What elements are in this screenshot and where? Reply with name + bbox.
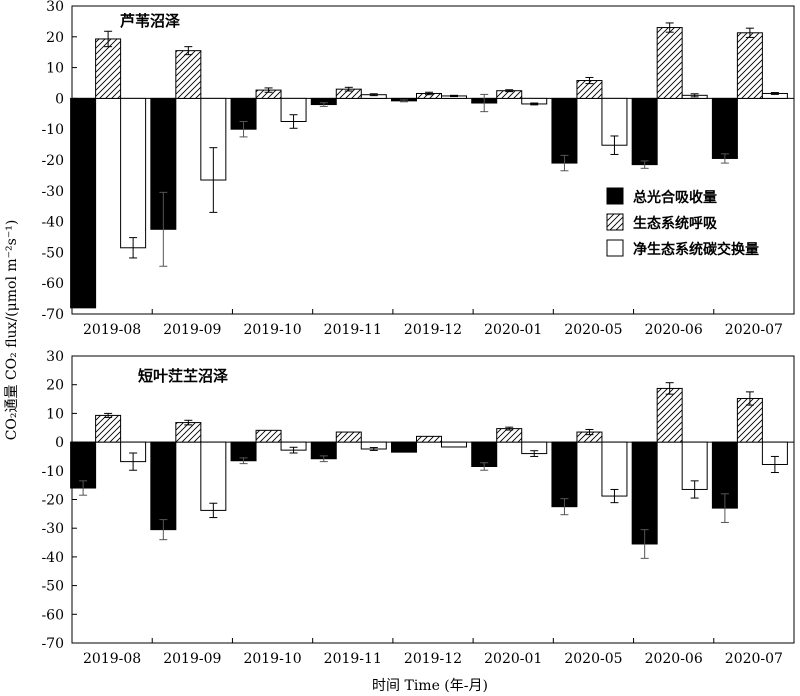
x-tick-label: 2020-07 — [725, 322, 783, 338]
y-tick-label: 20 — [46, 30, 64, 46]
bar — [551, 441, 578, 508]
plot-frame — [71, 355, 795, 644]
x-tick-label: 2019-09 — [163, 322, 221, 338]
bar — [255, 429, 282, 443]
y-tick-label: -60 — [41, 276, 64, 292]
x-tick-label: 2020-06 — [645, 322, 703, 338]
y-axis-ticks: -70 -60 -50 -40 -30 -20 -10 0 10 20 30 — [41, 349, 794, 652]
panel-title: 芦苇沼泽 — [120, 12, 180, 30]
x-axis-title: 时间 Time (年-月) — [372, 678, 488, 694]
bar — [736, 32, 763, 99]
bar — [656, 27, 683, 99]
x-tick-label: 2019-10 — [243, 651, 301, 667]
bar — [335, 431, 362, 443]
bar — [391, 441, 417, 453]
y-tick-label: -40 — [41, 215, 64, 231]
bar — [95, 414, 122, 443]
y-tick-label: -30 — [41, 521, 64, 537]
y-tick-label: -10 — [41, 464, 64, 480]
x-tick-label: 2019-09 — [163, 651, 221, 667]
y-tick-label: 30 — [46, 0, 64, 15]
y-tick-label: -50 — [41, 245, 64, 261]
panel-title: 短叶茳芏沼泽 — [138, 367, 228, 385]
bar — [551, 97, 578, 164]
y-tick-label: -40 — [41, 550, 64, 566]
legend-swatch-gpp — [606, 187, 624, 205]
bar — [736, 397, 763, 443]
x-tick-label: 2019-11 — [324, 651, 382, 667]
bar — [496, 428, 523, 443]
x-axis-ticks: 2019-08 2019-09 2019-10 2019-11 2019-12 2020-… — [83, 309, 783, 338]
legend-swatch-nee — [606, 239, 624, 257]
x-tick-label: 2019-12 — [404, 322, 462, 338]
x-tick-label: 2019-10 — [243, 322, 301, 338]
bar-group — [70, 22, 788, 309]
y-axis-title: CO₂通量 CO₂ flux/(μmol m⁻²s⁻¹) — [4, 220, 20, 441]
y-tick-label: 0 — [55, 91, 64, 107]
bar — [70, 97, 97, 309]
y-tick-label: -70 — [41, 636, 64, 652]
x-tick-label: 2019-12 — [404, 651, 462, 667]
y-tick-label: -10 — [41, 122, 64, 138]
y-tick-label: -20 — [41, 493, 64, 509]
bar — [656, 387, 683, 443]
x-tick-label: 2019-11 — [324, 322, 382, 338]
bar — [631, 97, 658, 166]
bar — [120, 97, 147, 249]
bar — [441, 441, 467, 448]
bar — [150, 441, 177, 531]
x-tick-label: 2020-01 — [484, 322, 542, 338]
y-tick-label: -20 — [41, 153, 64, 169]
y-tick-label: 10 — [46, 406, 64, 422]
x-tick-label: 2020-05 — [564, 322, 622, 338]
y-tick-label: -50 — [41, 579, 64, 595]
legend: 总光合吸收量 生态系统呼吸 净生态系统碳交换量 — [606, 187, 759, 258]
y-tick-label: -60 — [41, 607, 64, 623]
y-tick-label: -30 — [41, 184, 64, 200]
x-tick-label: 2020-07 — [725, 651, 783, 667]
x-tick-label: 2019-08 — [83, 651, 141, 667]
x-axis-ticks: 2019-08 2019-09 2019-10 2019-11 2019-12 2020-… — [83, 638, 783, 667]
y-tick-label: 0 — [55, 435, 64, 451]
bar — [601, 441, 628, 497]
y-tick-label: -70 — [41, 307, 64, 323]
bar — [631, 441, 658, 545]
bar — [711, 97, 738, 159]
bar — [175, 50, 202, 99]
y-tick-label: 20 — [46, 378, 64, 394]
legend-label-nee: 净生态系统碳交换量 — [633, 241, 759, 258]
x-tick-label: 2019-08 — [83, 322, 141, 338]
legend-label-reco: 生态系统呼吸 — [633, 215, 718, 232]
bar-group — [70, 382, 788, 559]
bar — [200, 441, 227, 511]
bar — [175, 422, 202, 443]
legend-label-gpp: 总光合吸收量 — [633, 189, 717, 206]
bar — [416, 435, 442, 443]
y-tick-label: 30 — [46, 349, 64, 365]
x-tick-label: 2020-05 — [564, 651, 622, 667]
legend-swatch-reco — [606, 213, 624, 231]
bar — [95, 38, 122, 99]
y-tick-label: 10 — [46, 61, 64, 77]
x-tick-label: 2020-01 — [484, 651, 542, 667]
x-tick-label: 2020-06 — [645, 651, 703, 667]
